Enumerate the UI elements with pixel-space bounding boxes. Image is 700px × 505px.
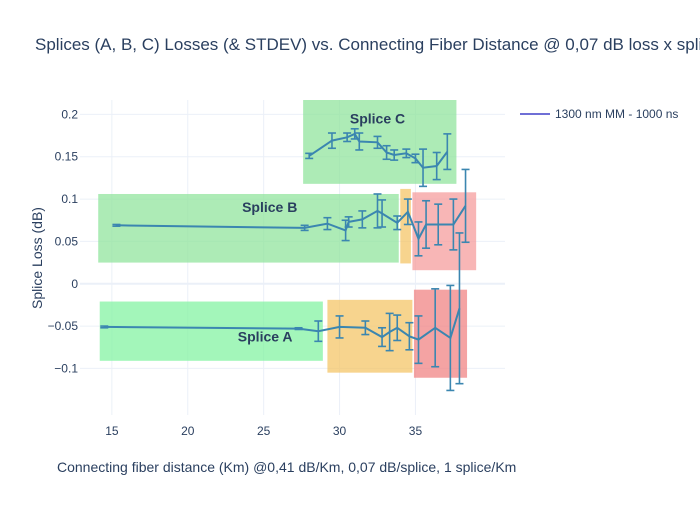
chart-title: Splices (A, B, C) Losses (& STDEV) vs. C… bbox=[35, 35, 700, 54]
splice-region-rect bbox=[98, 193, 399, 263]
y-tick-label: 0.15 bbox=[55, 150, 79, 164]
splice-region-label: Splice C bbox=[350, 111, 405, 127]
y-tick-label: 0.1 bbox=[61, 192, 78, 206]
x-tick-label: 15 bbox=[105, 424, 119, 438]
splice-regions bbox=[98, 100, 477, 378]
splice-region-rect bbox=[400, 188, 411, 264]
y-tick-label: −0.1 bbox=[54, 361, 78, 375]
y-tick-label: 0.05 bbox=[55, 234, 79, 248]
series-splice-b bbox=[112, 168, 470, 257]
splice-region-label: Splice A bbox=[238, 328, 293, 344]
y-tick-label: −0.05 bbox=[48, 319, 79, 333]
legend-entry-label: 1300 nm MM - 1000 ns bbox=[555, 107, 678, 121]
x-tick-label: 35 bbox=[409, 424, 423, 438]
legend[interactable]: 1300 nm MM - 1000 ns bbox=[520, 107, 678, 121]
y-tick-label: 0.2 bbox=[61, 107, 78, 121]
x-tick-label: 25 bbox=[257, 424, 271, 438]
tick-labels: 15 20 25 30 35 0.2 0.15 0.1 0.05 0 −0.05 −0.1 bbox=[48, 107, 423, 438]
x-tick-label: 30 bbox=[333, 424, 347, 438]
splice-region-label: Splice B bbox=[242, 199, 297, 215]
region-labels: Splice A Splice B Splice C bbox=[238, 111, 405, 345]
splice-region-rect bbox=[327, 299, 413, 373]
y-axis-label: Splice Loss (dB) bbox=[29, 207, 45, 309]
y-tick-label: 0 bbox=[71, 277, 78, 291]
series-splice-c bbox=[305, 127, 452, 188]
series-layer bbox=[100, 127, 470, 392]
x-tick-label: 20 bbox=[181, 424, 195, 438]
splice-region-rect bbox=[99, 301, 323, 361]
series-splice-a bbox=[100, 232, 464, 392]
splice-region-rect bbox=[413, 289, 468, 378]
x-axis-label: Connecting fiber distance (Km) @0,41 dB/… bbox=[57, 459, 516, 475]
